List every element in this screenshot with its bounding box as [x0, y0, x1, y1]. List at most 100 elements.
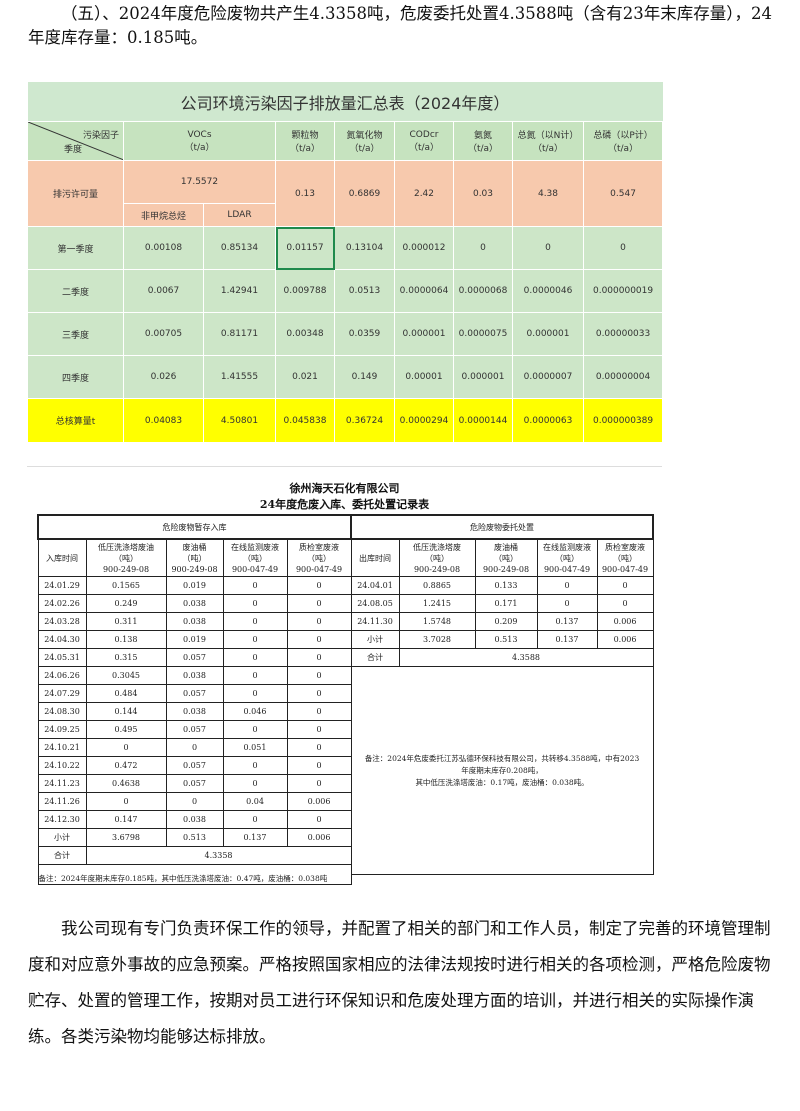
record-table-title: 24年度危废入库、委托处置记录表 — [259, 498, 430, 511]
cell-value: 0.209 — [474, 612, 538, 631]
cell-value: 0.3045 — [85, 666, 167, 685]
date-cell: 24.01.29 — [37, 576, 87, 595]
cell-value: 0.019 — [165, 630, 224, 649]
intro-text: （五）、2024年度危险废物共产生4.3358吨，危废委托处置4.3588吨（含… — [28, 4, 772, 47]
table-row: 24.12.30 0.147 0.038 0 0 — [37, 810, 352, 829]
cell-value: 0 — [512, 226, 584, 270]
column-header: 总磷（以P计） （t/a） — [582, 121, 664, 161]
cell-value: 0 — [222, 576, 288, 595]
cell-value: 0.13104 — [334, 226, 395, 270]
cell-value: 0.513 — [474, 630, 538, 649]
cell-value: 0.311 — [85, 612, 167, 631]
cell-value: 0.006 — [286, 792, 352, 811]
row-label: 二季度 — [27, 269, 124, 313]
section-header: 危险废物暂存入库 — [36, 514, 353, 540]
table-row: 24.06.26 0.3045 0.038 0 0 — [37, 666, 352, 685]
cell-value: 0.006 — [596, 630, 654, 649]
cell-value: 0.0000068 — [453, 269, 513, 313]
cell-value: 0.009788 — [275, 269, 335, 313]
table-row: 24.04.30 0.138 0.019 0 0 — [37, 630, 352, 649]
cell-value: 0.1565 — [85, 576, 167, 595]
table-row: 24.07.29 0.484 0.057 0 0 — [37, 684, 352, 703]
cell-value: 0.4638 — [85, 774, 167, 793]
date-cell: 24.02.26 — [37, 594, 87, 613]
cell-value: 0.36724 — [334, 398, 395, 443]
date-cell: 24.10.22 — [37, 756, 87, 775]
table-row: 24.11.23 0.4638 0.057 0 0 — [37, 774, 352, 793]
cell-value: 0.137 — [222, 828, 288, 847]
column-header: 质检室废液 （吨） 900-047-49 — [286, 538, 352, 577]
cell-value: 0.051 — [222, 738, 288, 757]
cell-value: 0.00001 — [394, 355, 454, 399]
date-cell: 24.12.30 — [37, 810, 87, 829]
permit-value: 0.547 — [582, 160, 664, 227]
date-cell: 24.11.23 — [37, 774, 87, 793]
permit-value: 4.38 — [512, 160, 584, 227]
table-row: 24.01.29 0.1565 0.019 0 0 — [37, 576, 352, 595]
cell-value: 0 — [286, 630, 352, 649]
corner-top: 污染因子 — [82, 131, 119, 141]
table-row: 24.08.30 0.144 0.038 0.046 0 — [37, 702, 352, 721]
row-label: 四季度 — [27, 355, 124, 399]
cell-value: 0 — [222, 774, 288, 793]
date-cell: 24.05.31 — [37, 648, 87, 667]
voc-sub-nmhc: 非甲烷总烃 — [123, 203, 204, 227]
cell-value: 0.00705 — [123, 312, 204, 356]
date-cell: 小计 — [350, 630, 400, 649]
column-header: 在线监测废液 （吨） 900-047-49 — [536, 538, 598, 577]
date-cell: 24.04.01 — [350, 576, 400, 595]
column-header: 质检室废液 （吨） 900-047-49 — [596, 538, 654, 577]
cell-value: 0.513 — [165, 828, 224, 847]
table-row: 三季度 0.00705 0.81171 0.00348 0.0359 0.000001 0.… — [27, 312, 664, 356]
table-row: 24.11.30 1.5748 0.209 0.137 0.006 — [350, 612, 654, 631]
cell-value: 0.484 — [85, 684, 167, 703]
cell-value: 0.144 — [85, 702, 167, 721]
date-cell: 24.03.28 — [37, 612, 87, 631]
cell-value: 0.137 — [536, 630, 598, 649]
cell-value: 0 — [596, 594, 654, 613]
table-row: 总核算量t 0.04083 4.50801 0.045838 0.36724 0.0000… — [27, 398, 664, 443]
cell-value: 0 — [222, 648, 288, 667]
cell-value: 0 — [582, 226, 664, 270]
cell-value: 0.057 — [165, 684, 224, 703]
cell-value: 0.00000033 — [582, 312, 664, 356]
table-row: 24.09.25 0.495 0.057 0 0 — [37, 720, 352, 739]
cell-value[interactable]: 0.01157 — [275, 226, 335, 270]
table-row: 24.10.22 0.472 0.057 0 0 — [37, 756, 352, 775]
cell-value: 0 — [286, 702, 352, 721]
cell-value: 0.057 — [165, 756, 224, 775]
column-header: 出库时间 — [350, 538, 400, 577]
cell-value: 0 — [165, 792, 224, 811]
cell-value: 0 — [286, 738, 352, 757]
cell-value: 0.04083 — [123, 398, 204, 443]
cell-value: 0 — [286, 666, 352, 685]
permit-value: 0.6869 — [334, 160, 395, 227]
cell-value: 0.0513 — [334, 269, 395, 313]
total-label: 合计 — [37, 846, 87, 865]
cell-value: 0.495 — [85, 720, 167, 739]
cell-value: 0 — [85, 738, 167, 757]
voc-sub-ldar: LDAR — [203, 203, 276, 227]
column-header: 氨氮 （t/a） — [453, 121, 513, 161]
cell-value: 0.00000004 — [582, 355, 664, 399]
date-cell: 24.04.30 — [37, 630, 87, 649]
cell-value: 0.038 — [165, 612, 224, 631]
cell-value: 0.038 — [165, 702, 224, 721]
permit-label: 排污许可量 — [27, 160, 124, 227]
table-row: 24.08.05 1.2415 0.171 0 0 — [350, 594, 654, 613]
section-header: 危险废物委托处置 — [349, 514, 655, 540]
note-cell: 备注：2024年危废委托江苏弘德环保科技有限公司，共转移4.3588吨，中有20… — [350, 666, 654, 875]
cell-value: 0 — [222, 666, 288, 685]
cell-value: 0 — [286, 774, 352, 793]
cell-value: 0.038 — [165, 810, 224, 829]
table-row: 小计 3.6798 0.513 0.137 0.006 — [37, 828, 352, 847]
cell-value: 0.8865 — [398, 576, 476, 595]
cell-value: 0.249 — [85, 594, 167, 613]
cell-value: 1.5748 — [398, 612, 476, 631]
date-cell: 24.10.21 — [37, 738, 87, 757]
permit-value: 2.42 — [394, 160, 454, 227]
cell-value: 0 — [222, 720, 288, 739]
cell-value: 0 — [222, 756, 288, 775]
company-name: 徐州海天石化有限公司 — [289, 482, 400, 495]
cell-value: 0.171 — [474, 594, 538, 613]
